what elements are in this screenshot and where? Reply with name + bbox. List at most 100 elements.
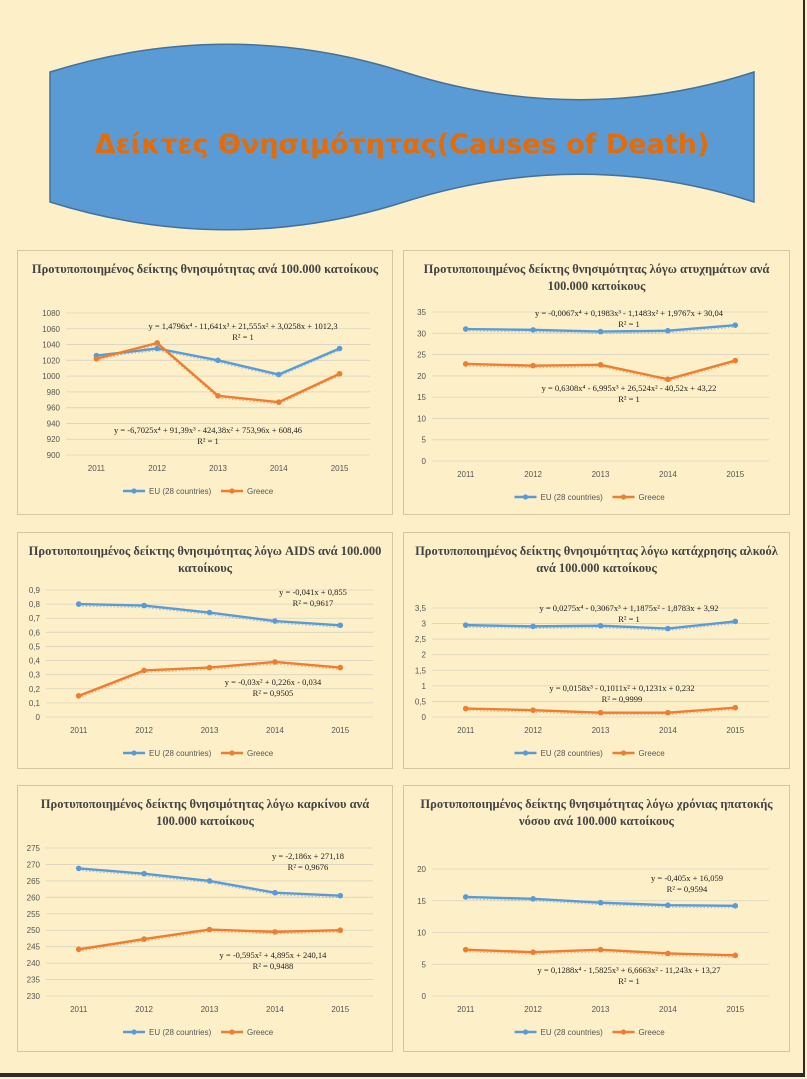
y-tick-label: 0,7 (29, 614, 41, 623)
y-tick-label: 1060 (42, 325, 60, 334)
chart-panel-aids: Προτυποποιημένος δείκτης θνησιμότητας λό… (17, 532, 393, 769)
data-point (276, 371, 282, 378)
legend-label: Greece (639, 493, 666, 502)
data-point (732, 322, 739, 328)
y-tick-label: 10 (417, 929, 426, 938)
legend-label: EU (28 countries) (541, 493, 604, 502)
y-tick-label: 0,5 (415, 697, 427, 706)
x-tick-label: 2013 (209, 464, 227, 473)
y-tick-label: 20 (417, 865, 426, 874)
legend-marker (522, 750, 529, 756)
legend-marker (620, 494, 627, 500)
data-point (665, 376, 671, 383)
data-point (462, 361, 469, 367)
data-point (530, 623, 536, 630)
y-tick-label: 3,5 (415, 604, 427, 613)
legend-marker (131, 1029, 137, 1035)
data-point (206, 609, 213, 616)
data-point (272, 929, 278, 935)
y-tick-label: 255 (27, 910, 41, 919)
trend-r2: R² = 1 (197, 436, 219, 446)
trend-equation: y = -0,03x² + 0,226x - 0,034 (225, 677, 322, 687)
y-tick-label: 230 (27, 992, 41, 1001)
y-tick-label: 0,1 (29, 699, 41, 708)
trend-r2: R² = 0,9676 (288, 862, 329, 872)
chart-svg: 0 0,1 0,2 0,3 0,4 0,5 0,6 0,7 0,8 0,9 2011 2012 2013… (29, 586, 373, 758)
trend-equation: y = -0,595x² + 4,895x + 240,14 (220, 950, 328, 960)
trendline (465, 622, 736, 632)
y-tick-label: 235 (27, 976, 41, 985)
y-tick-label: 270 (27, 860, 41, 869)
data-point (597, 946, 604, 953)
y-tick-label: 1080 (42, 309, 60, 318)
y-tick-label: 3 (422, 620, 427, 629)
x-tick-label: 2015 (331, 464, 349, 473)
y-tick-label: 5 (422, 960, 427, 969)
legend-label: EU (28 countries) (541, 749, 604, 758)
y-tick-label: 15 (417, 897, 426, 906)
title-banner: Δείκτες Θνησιμότητας(Causes of Death) (49, 43, 755, 231)
data-point (75, 601, 82, 607)
data-point (141, 602, 147, 609)
trend-r2: R² = 0,9999 (602, 694, 643, 704)
y-tick-label: 240 (27, 959, 41, 968)
y-tick-label: 0 (422, 992, 427, 1001)
data-point (336, 345, 343, 352)
data-point (597, 709, 604, 716)
legend-label: EU (28 countries) (149, 487, 212, 496)
data-point (141, 667, 147, 674)
data-point (206, 664, 213, 671)
legend-marker (131, 488, 137, 494)
x-tick-label: 2014 (659, 1005, 677, 1014)
y-tick-label: 20 (417, 372, 426, 381)
x-tick-label: 2014 (659, 470, 677, 479)
legend-marker (522, 1029, 529, 1035)
data-point (75, 693, 82, 699)
chart-panel-cancer: Προτυποποιημένος δείκτης θνησιμότητας λό… (17, 785, 393, 1052)
legend-label: EU (28 countries) (541, 1028, 604, 1037)
data-point (272, 659, 278, 665)
y-tick-label: 260 (27, 893, 41, 902)
data-point (337, 892, 344, 899)
legend-marker (229, 750, 235, 756)
data-point (337, 927, 344, 934)
chart-panel-alcohol: Προτυποποιημένος δείκτης θνησιμότητας λό… (403, 532, 790, 769)
data-point (337, 622, 344, 629)
trend-r2: R² = 1 (618, 976, 640, 986)
data-point (665, 950, 671, 957)
data-point (597, 361, 604, 368)
data-point (665, 327, 671, 334)
y-tick-label: 960 (47, 404, 61, 413)
trend-equation: y = -0,0067x⁴ + 0,1983x³ - 1,1483x² + 1,… (535, 308, 724, 318)
banner-wave-shape (49, 43, 755, 231)
x-tick-label: 2015 (331, 726, 349, 735)
chart-svg: 230 235 240 245 250 255 260 265 270 275 2011 2012 20… (27, 844, 373, 1037)
data-point (732, 618, 739, 625)
y-tick-label: 250 (27, 926, 41, 935)
data-point (141, 870, 147, 877)
x-tick-label: 2012 (524, 470, 542, 479)
y-tick-label: 10 (417, 414, 426, 423)
chart-title: Προτυποποιημένος δείκτης θνησιμότητας λό… (28, 544, 382, 575)
data-point (530, 327, 536, 333)
legend-marker (229, 1029, 235, 1035)
y-tick-label: 0,2 (29, 685, 41, 694)
x-tick-label: 2011 (70, 1005, 88, 1014)
y-tick-label: 1000 (42, 372, 60, 381)
y-tick-label: 30 (417, 329, 426, 338)
x-tick-label: 2014 (266, 1005, 284, 1014)
x-tick-label: 2014 (270, 464, 288, 473)
y-tick-label: 1020 (42, 356, 60, 365)
trendline (78, 931, 341, 952)
y-tick-label: 980 (47, 388, 61, 397)
data-point (462, 894, 469, 900)
chart-svg: 0 5 10 15 20 2011 2012 2013 2014 2015 y = -0,405x … (417, 865, 769, 1037)
data-point (530, 949, 536, 955)
y-tick-label: 0,8 (29, 600, 41, 609)
trend-equation: y = -6,7025x⁴ + 91,39x³ - 424,38x² + 753… (114, 425, 302, 435)
x-tick-label: 2012 (135, 1005, 153, 1014)
trend-r2: R² = 0,9594 (667, 884, 708, 894)
data-point (597, 622, 604, 629)
trend-r2: R² = 0,9617 (293, 598, 334, 608)
chart-panel-overall: Προτυποποιημένος δείκτης θνησιμότητας αν… (17, 250, 393, 515)
